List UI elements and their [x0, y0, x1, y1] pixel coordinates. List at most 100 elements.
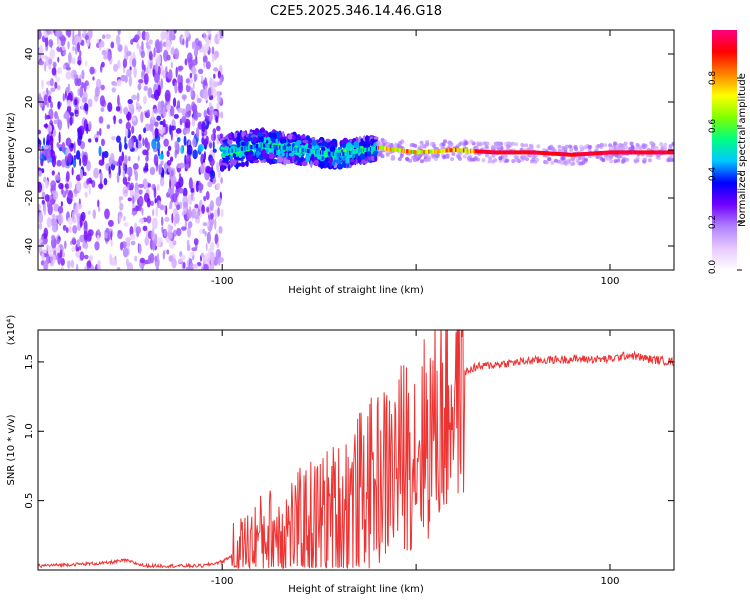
- spectrogram-cell: [630, 145, 635, 150]
- spectrogram-cell: [89, 66, 95, 75]
- spectrogram-cell: [114, 82, 118, 87]
- spectrogram-ridge-cell: [573, 152, 576, 157]
- spectrogram-ridge-cell: [579, 152, 581, 157]
- spectrogram-ridge-cell: [544, 151, 547, 156]
- spectrogram-ridge-cell: [637, 150, 640, 155]
- spectrogram-ridge-cell: [451, 148, 453, 153]
- spectrogram-cell: [161, 226, 164, 234]
- spectrogram-ridge-cell: [454, 148, 457, 152]
- spectrogram-cell: [196, 112, 202, 118]
- spectrogram-cell: [62, 224, 67, 231]
- spectrogram-cell: [136, 43, 140, 49]
- spectrogram-cell: [86, 178, 90, 185]
- spectrogram-cell: [547, 157, 552, 162]
- spectrogram-cell: [561, 146, 566, 151]
- spectrogram-cell: [86, 160, 91, 172]
- spectrogram-ridge-cell: [435, 149, 437, 154]
- spectrogram-cell: [203, 32, 206, 40]
- spectrogram-cell: [108, 165, 111, 175]
- spectrogram-cell: [217, 70, 221, 79]
- spectrogram-cell: [134, 189, 140, 200]
- spectrogram-cell: [273, 158, 278, 163]
- spectrogram-cell: [263, 136, 267, 144]
- spectrogram-ridge-cell: [303, 148, 306, 153]
- snr-panel: -100 100 0.5 1.0 1.5 SNR (10 * v/v) (x10⁴) H…: [6, 315, 675, 595]
- spectrogram-cell: [52, 30, 57, 34]
- spectrogram-cell: [203, 263, 209, 270]
- spectrogram-cell: [43, 137, 46, 146]
- spectrogram-ridge-cell: [387, 146, 390, 151]
- spectrogram-ridge-cell: [480, 149, 483, 154]
- spectrogram-cell: [110, 41, 115, 49]
- spectrogram-cell: [103, 177, 108, 186]
- spectrogram-cell: [44, 194, 50, 202]
- spectrogram-cell: [181, 94, 187, 100]
- spectrogram-ridge-cell: [408, 149, 410, 154]
- spectrogram-cell: [217, 169, 221, 179]
- spectrogram-cell: [380, 154, 385, 159]
- spectrogram-cell: [147, 109, 150, 116]
- spectrogram-cell: [207, 87, 212, 98]
- spectrogram-ridge-cell: [602, 150, 605, 155]
- spectrogram-cell: [277, 156, 284, 163]
- spectrogram-cell: [67, 117, 70, 128]
- spectrogram-cell: [302, 139, 309, 144]
- spectrogram-cell: [38, 211, 44, 224]
- spectrogram-cell: [143, 85, 148, 91]
- spectrogram-cell: [241, 141, 246, 146]
- spectrogram-ridge-cell: [272, 144, 274, 149]
- spectrogram-cell: [122, 162, 126, 172]
- spectrogram-ridge-cell: [594, 151, 597, 156]
- spectrogram-cell: [148, 50, 153, 61]
- spectrogram-cell: [167, 187, 173, 195]
- spectrogram-ridge-cell: [639, 150, 642, 155]
- spectrogram-cell: [149, 166, 156, 176]
- spectrogram-ridge-cell: [570, 152, 572, 157]
- spectrogram-cell: [78, 30, 81, 38]
- spectrogram-cell: [107, 51, 111, 62]
- spectrogram-cell: [158, 125, 165, 135]
- spectrogram-ridge-cell: [500, 150, 502, 155]
- spectrogram-cell: [379, 142, 384, 147]
- spectrogram-cell: [227, 164, 231, 172]
- spectrogram-cell: [71, 167, 74, 176]
- spectrogram-cell: [65, 30, 68, 36]
- spectrogram-ridge-cell: [549, 151, 551, 156]
- spectrogram-cell: [96, 234, 100, 242]
- spectrogram-ridge-cell: [245, 146, 248, 151]
- spectrogram-ridge-cell: [437, 149, 440, 154]
- spectrogram-cell: [100, 138, 105, 147]
- spectrogram-cell: [609, 159, 614, 164]
- spectrogram-ridge-cell: [278, 145, 280, 150]
- spectrogram-cell: [49, 256, 53, 262]
- spectrogram-cell: [635, 142, 640, 147]
- spectrogram-cell: [97, 228, 100, 234]
- spectrogram-cell: [107, 102, 113, 112]
- spectrogram-ridge-cell: [316, 150, 319, 155]
- spectrogram-cell: [160, 216, 164, 227]
- spectrogram-ridge-cell: [367, 147, 370, 152]
- spectrogram-cell: [415, 157, 420, 162]
- spectrogram-ridge-cell: [546, 151, 549, 156]
- spectrogram-cell: [72, 225, 78, 234]
- spectrogram-cell: [38, 181, 43, 193]
- spectrogram-ridge-cell: [473, 149, 476, 154]
- spectrogram-ridge-cell: [332, 152, 335, 157]
- spectrogram-cell: [75, 150, 81, 160]
- spectrogram-cell: [445, 153, 450, 158]
- spectrogram-ridge-cell: [652, 150, 655, 155]
- spectrogram-ridge-cell: [233, 148, 236, 153]
- spectrogram-ridge-cell: [286, 146, 288, 151]
- spectrogram-ridge-cell: [351, 150, 353, 155]
- spectrogram-cell: [209, 105, 214, 116]
- spectrogram-ridge-cell: [354, 149, 357, 154]
- spectrogram-cell: [211, 46, 215, 55]
- spectrogram-ridge-cell: [266, 143, 269, 148]
- spectrogram-ridge-cell: [416, 150, 419, 155]
- spectrogram-cell: [575, 158, 580, 163]
- spectrogram-cell: [236, 141, 241, 149]
- spectrogram-ridge-cell: [314, 149, 316, 154]
- spectrogram-cell: [613, 147, 618, 152]
- spectrogram-cell: [77, 135, 82, 147]
- spectrogram-cell: [287, 134, 294, 140]
